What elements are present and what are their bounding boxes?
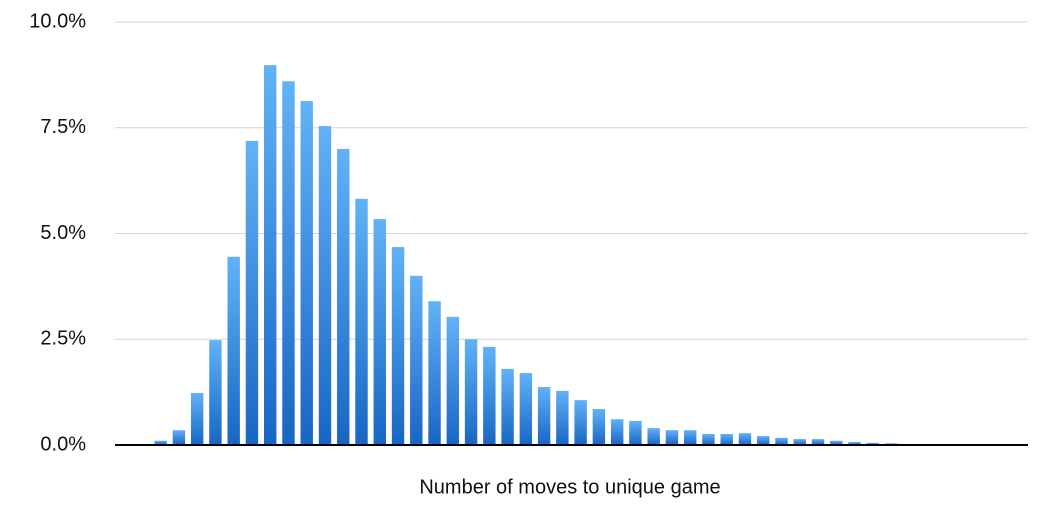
bar bbox=[866, 442, 879, 445]
bar bbox=[410, 275, 423, 445]
bar bbox=[391, 247, 405, 445]
bar bbox=[501, 368, 514, 445]
y-tick-label: 0.0% bbox=[40, 433, 86, 455]
bar bbox=[264, 65, 277, 446]
bar bbox=[610, 419, 624, 445]
y-tick-label: 10.0% bbox=[29, 10, 86, 32]
bar bbox=[282, 81, 295, 445]
bar bbox=[355, 198, 368, 445]
bar bbox=[172, 430, 186, 445]
y-tick-label: 7.5% bbox=[40, 116, 86, 138]
bar bbox=[190, 392, 204, 445]
x-axis-title: Number of moves to unique game bbox=[419, 476, 720, 498]
bar bbox=[702, 434, 715, 445]
bar bbox=[757, 436, 770, 445]
bar bbox=[300, 101, 313, 445]
bar bbox=[245, 140, 259, 445]
y-tick-label: 2.5% bbox=[40, 328, 86, 350]
bar bbox=[720, 434, 733, 445]
bar bbox=[537, 387, 551, 445]
bar bbox=[209, 340, 222, 445]
bar bbox=[683, 430, 697, 445]
bar bbox=[556, 390, 569, 445]
bar bbox=[227, 256, 240, 445]
bar bbox=[647, 428, 660, 445]
bar bbox=[848, 442, 861, 445]
bar bbox=[446, 316, 460, 445]
bar bbox=[154, 440, 167, 445]
bar bbox=[373, 219, 386, 445]
bar bbox=[318, 126, 332, 446]
bar bbox=[775, 437, 788, 445]
bar bbox=[464, 339, 478, 445]
bar bbox=[519, 373, 533, 445]
bar bbox=[830, 440, 843, 445]
bar bbox=[592, 409, 606, 445]
bar bbox=[793, 439, 806, 445]
bar bbox=[665, 430, 679, 445]
bar bbox=[738, 433, 752, 445]
bar bbox=[337, 148, 350, 445]
bar bbox=[574, 400, 587, 445]
bar bbox=[483, 346, 496, 445]
bar bbox=[811, 439, 825, 445]
y-tick-label: 5.0% bbox=[40, 222, 86, 244]
bar bbox=[629, 420, 642, 445]
bar bbox=[428, 301, 441, 445]
